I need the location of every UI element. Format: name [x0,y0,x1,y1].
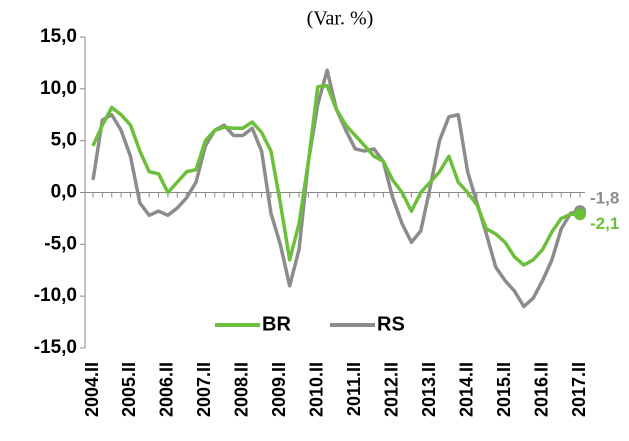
data-label: -1,8 [590,189,619,208]
y-tick-label: -10,0 [34,285,77,306]
data-label: -2,1 [590,214,619,233]
x-tick-label: 2016.II [531,362,551,417]
x-tick-label: 2010.II [307,362,327,417]
x-tick-label: 2009.II [269,362,289,417]
x-tick-label: 2013.II [419,362,439,417]
x-tick-label: 2012.II [381,362,401,417]
x-tick-label: 2005.II [119,362,139,417]
end-marker [574,208,586,221]
legend-label: RS [377,313,405,335]
y-tick-label: 0,0 [51,182,77,203]
x-tick-label: 2014.II [456,362,476,417]
legend-label: BR [262,313,291,335]
x-tick-label: 2006.II [157,362,177,417]
x-tick-label: 2004.II [82,362,102,417]
x-tick-label: 2017.II [569,362,589,417]
y-tick-label: 10,0 [40,78,77,99]
y-tick-label: -5,0 [44,233,77,254]
series-line [91,83,580,267]
x-tick-label: 2011.II [344,362,364,416]
chart-title: (Var. %) [307,8,374,30]
x-tick-label: 2015.II [494,362,514,417]
x-tick-label: 2008.II [232,362,252,417]
y-tick-label: 5,0 [51,130,77,151]
y-tick-label: 15,0 [40,26,77,47]
x-tick-label: 2007.II [194,362,214,417]
y-tick-label: -15,0 [34,337,77,358]
